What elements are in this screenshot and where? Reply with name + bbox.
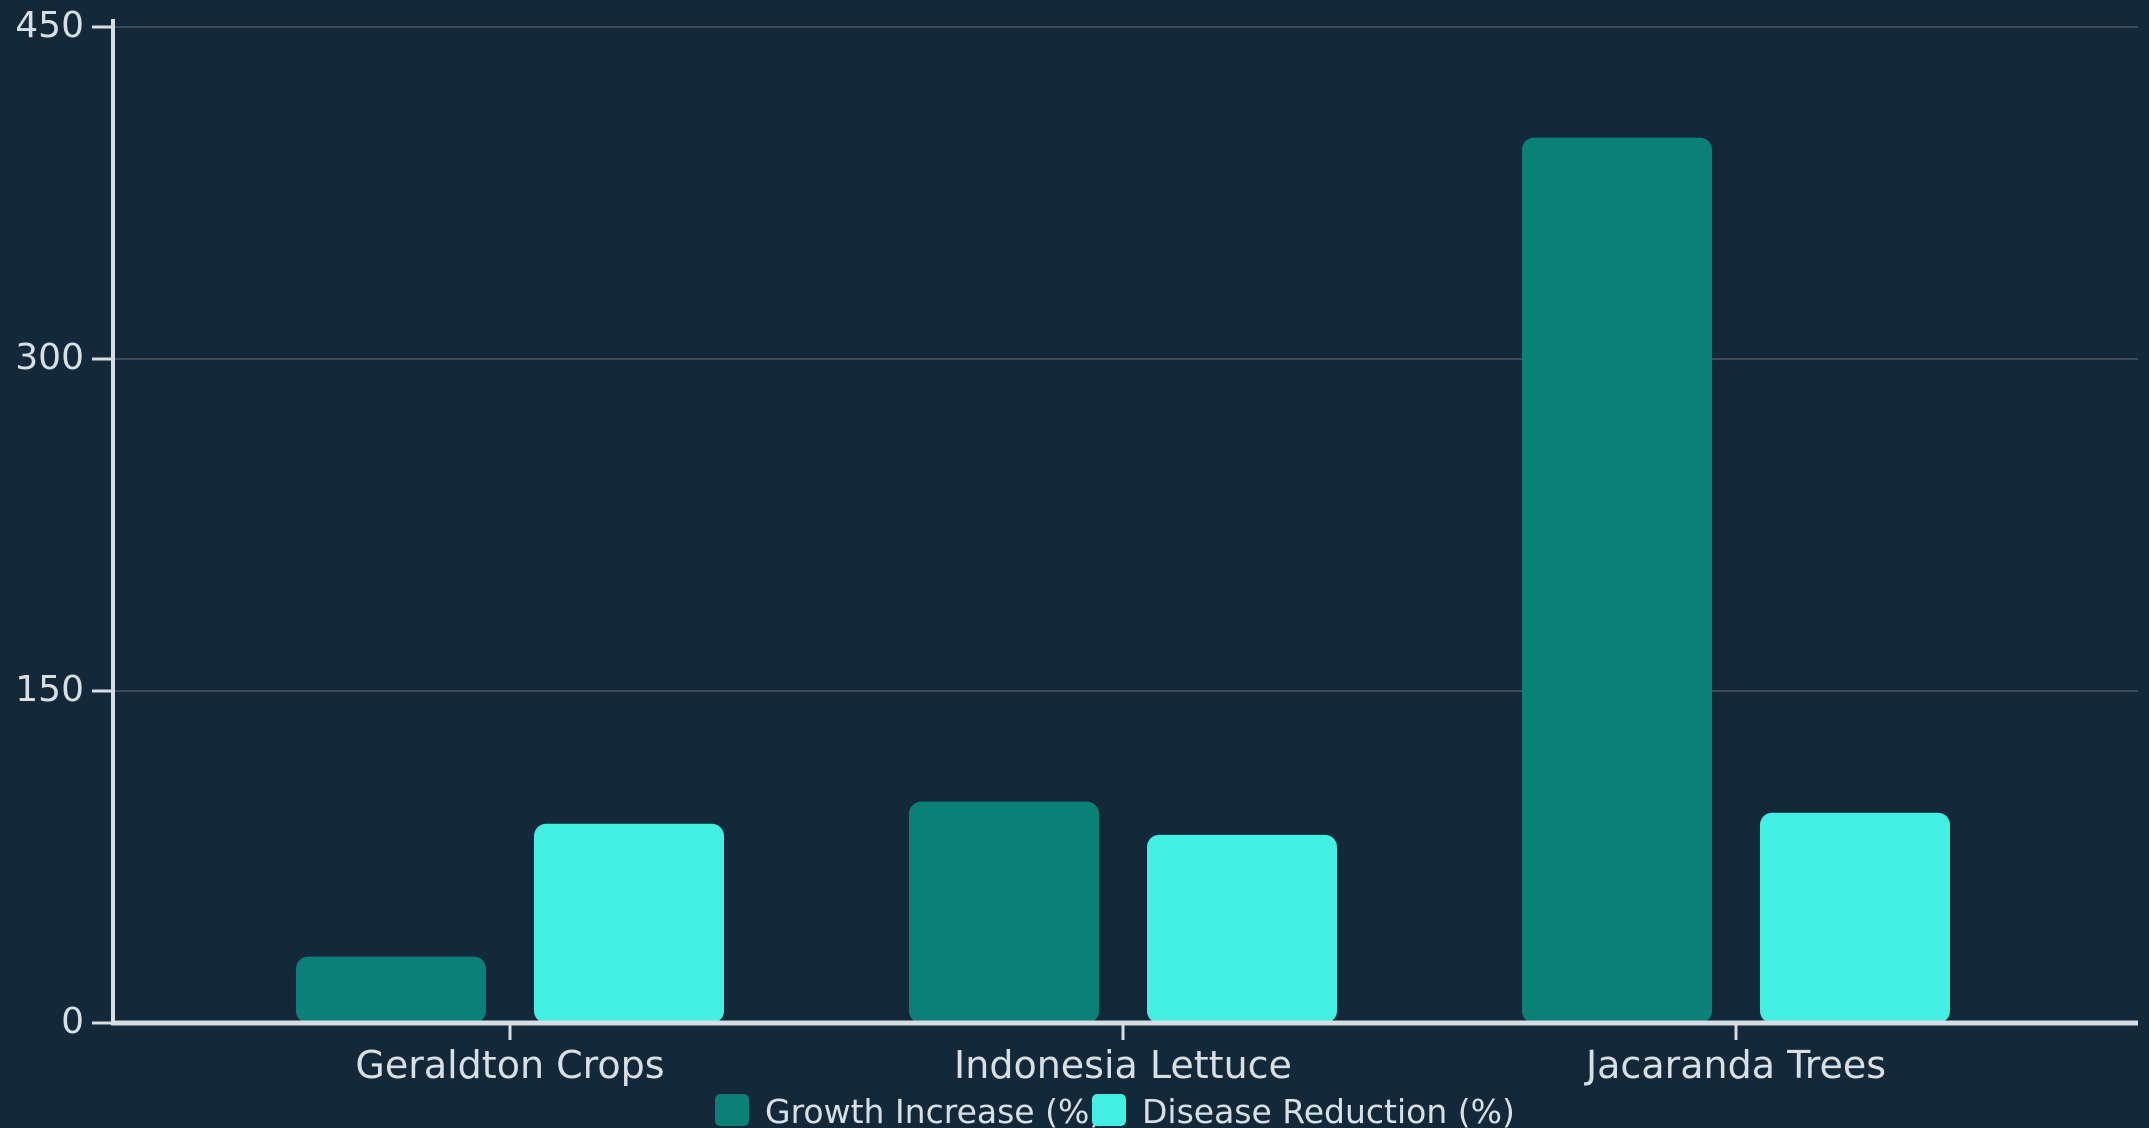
legend: Growth Increase (%) Disease Reduction (%): [715, 1092, 1515, 1128]
bar: [1522, 137, 1712, 1023]
bar: [296, 956, 486, 1023]
legend-label: Growth Increase (%): [765, 1092, 1102, 1128]
x-tick-label: Geraldton Crops: [355, 1043, 664, 1087]
tick-labels: 0 150 300 450 Geraldton Crops Indonesia Lettu…: [15, 5, 1886, 1087]
gridlines: [113, 26, 2138, 692]
x-tick-label: Jacaranda Trees: [1584, 1043, 1886, 1087]
y-tick-label: 450: [15, 5, 84, 46]
x-tick-label: Indonesia Lettuce: [954, 1043, 1292, 1087]
bar: [909, 801, 1099, 1023]
bar: [1147, 834, 1337, 1023]
legend-swatch: [715, 1094, 749, 1126]
y-tick-label: 150: [15, 669, 84, 710]
axes: [92, 19, 2138, 1040]
y-tick-label: 300: [15, 337, 84, 378]
legend-swatch: [1092, 1094, 1126, 1126]
legend-label: Disease Reduction (%): [1142, 1092, 1515, 1128]
y-tick-label: 0: [61, 1001, 84, 1042]
bars: [296, 137, 1950, 1023]
bar: [534, 823, 724, 1023]
bar: [1760, 812, 1950, 1023]
